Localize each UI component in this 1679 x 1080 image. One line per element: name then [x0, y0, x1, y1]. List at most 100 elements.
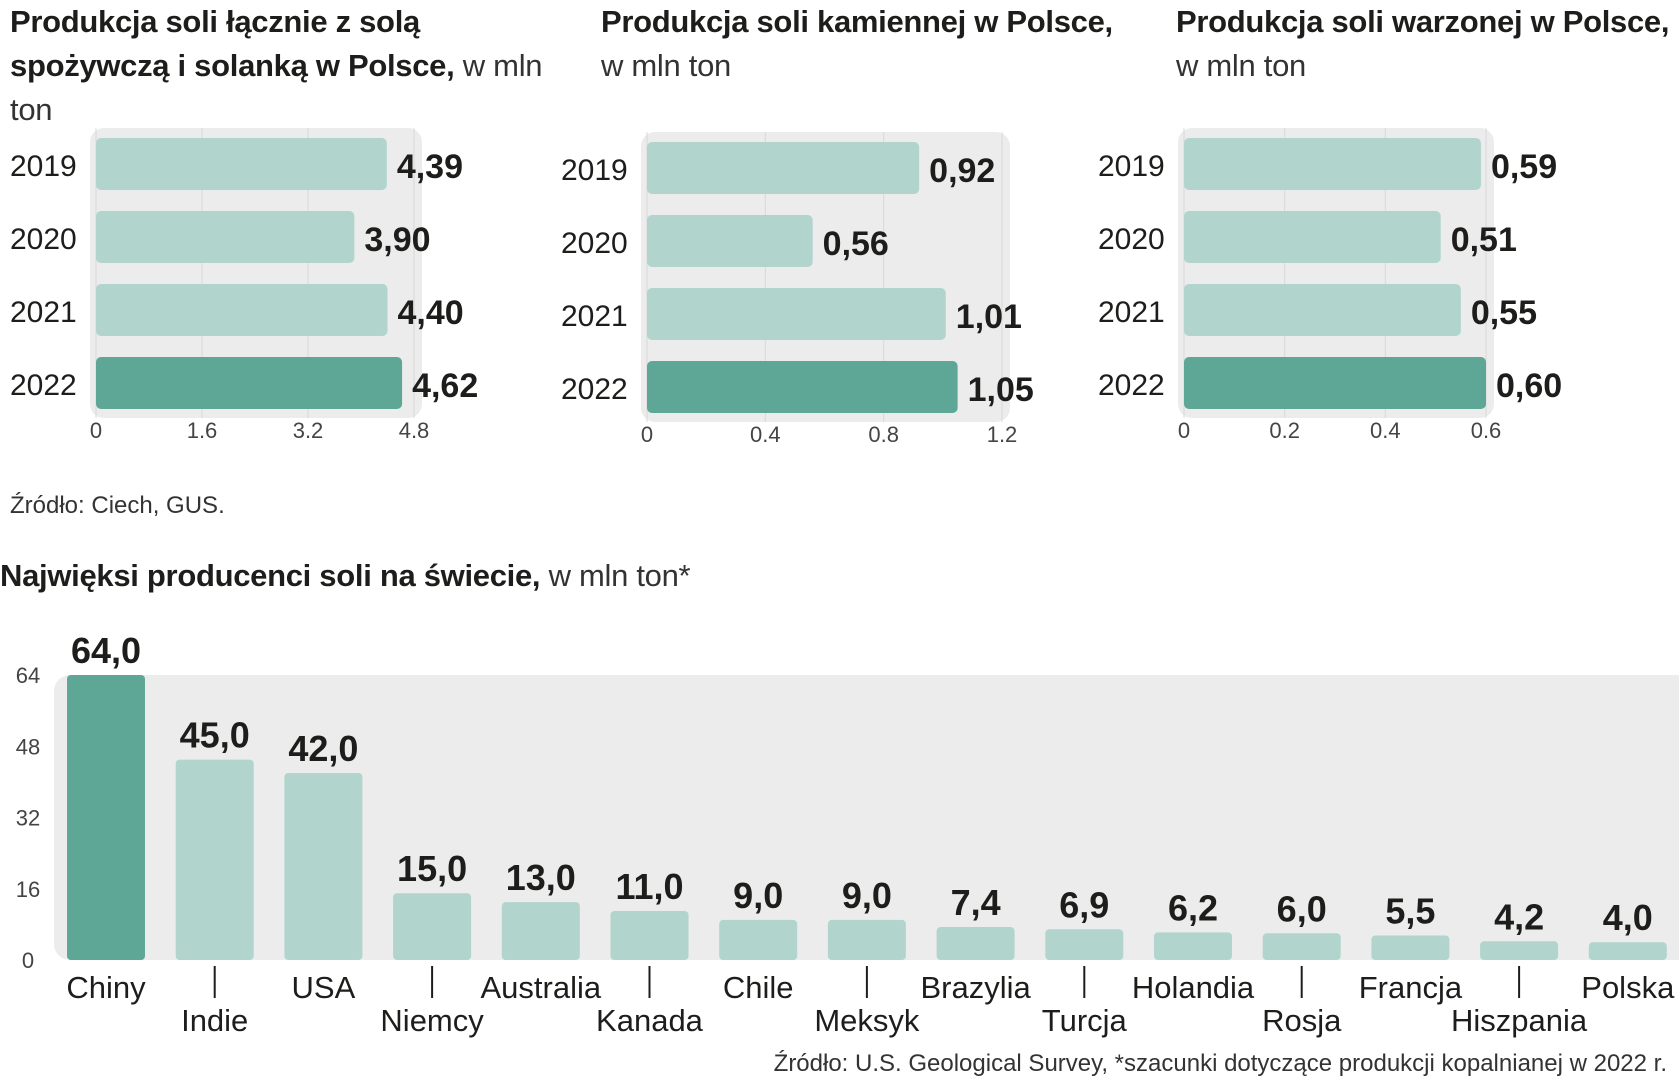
- y-tick-label: 64: [16, 663, 40, 688]
- y-tick-label: 32: [16, 806, 40, 831]
- category-label: 2021: [561, 300, 628, 333]
- value-label: 6,2: [1168, 887, 1218, 928]
- value-label: 13,0: [506, 857, 576, 898]
- category-label: Kanada: [596, 1003, 704, 1038]
- value-label: 0,55: [1471, 294, 1537, 332]
- value-label: 0,59: [1491, 148, 1557, 186]
- category-label: Polska: [1581, 970, 1675, 1005]
- category-label: Turcja: [1042, 1003, 1128, 1038]
- x-tick-label: 1.2: [987, 422, 1018, 447]
- bar: [647, 142, 920, 194]
- y-tick-label: 0: [22, 948, 34, 973]
- bar: [1184, 211, 1441, 263]
- value-label: 42,0: [288, 728, 358, 769]
- value-label: 45,0: [180, 715, 250, 756]
- category-label: USA: [292, 970, 356, 1005]
- x-tick-label: 1.6: [187, 418, 218, 443]
- plot-background: [54, 675, 1679, 960]
- category-label: Australia: [480, 970, 601, 1005]
- x-tick-label: 0.8: [868, 422, 899, 447]
- chart-title: Produkcja soli kamiennej w Polsce, w mln…: [601, 4, 1113, 83]
- bar: [1184, 284, 1461, 336]
- category-label: 2020: [1098, 223, 1165, 256]
- bar: [936, 927, 1015, 960]
- x-tick-label: 0: [641, 422, 653, 447]
- value-label: 1,05: [968, 371, 1034, 409]
- value-label: 4,62: [412, 367, 478, 405]
- bar: [175, 759, 254, 960]
- x-tick-label: 3.2: [293, 418, 324, 443]
- x-tick-label: 0: [90, 418, 102, 443]
- source-note-poland: Źródło: Ciech, GUS.: [10, 492, 225, 519]
- category-label: 2022: [1098, 369, 1165, 402]
- bar: [1480, 941, 1559, 960]
- bar: [1371, 935, 1450, 960]
- category-label: 2019: [10, 150, 77, 183]
- x-tick-label: 0: [1178, 418, 1190, 443]
- category-label: Meksyk: [814, 1003, 920, 1038]
- value-label: 64,0: [71, 630, 141, 671]
- x-tick-label: 0.4: [1370, 418, 1401, 443]
- plot-background: [641, 132, 1010, 422]
- value-label: 0,51: [1451, 221, 1517, 259]
- value-label: 9,0: [733, 875, 783, 916]
- value-label: 5,5: [1385, 891, 1435, 932]
- value-label: 11,0: [615, 866, 683, 907]
- bar: [1045, 929, 1124, 960]
- category-label: 2019: [1098, 150, 1165, 183]
- value-label: 15,0: [397, 848, 467, 889]
- y-tick-label: 16: [16, 877, 40, 902]
- category-label: Chile: [723, 970, 794, 1005]
- bar: [284, 772, 363, 960]
- y-tick-label: 48: [16, 734, 40, 759]
- category-label: Holandia: [1132, 970, 1255, 1005]
- category-label: Niemcy: [380, 1003, 484, 1038]
- bar: [827, 919, 906, 960]
- source-note-world: Źródło: U.S. Geological Survey, *szacunk…: [773, 1050, 1667, 1077]
- bar: [1184, 138, 1481, 190]
- category-label: Hiszpania: [1451, 1003, 1588, 1038]
- plot-background: [1178, 128, 1494, 418]
- value-label: 0,92: [929, 152, 995, 190]
- category-label: 2020: [561, 227, 628, 260]
- category-label: Rosja: [1262, 1003, 1342, 1038]
- bar: [96, 284, 388, 336]
- category-label: 2021: [1098, 296, 1165, 329]
- category-label: Indie: [181, 1003, 248, 1038]
- value-label: 6,9: [1059, 884, 1109, 925]
- category-label: Francja: [1359, 970, 1463, 1005]
- category-label: Brazylia: [920, 970, 1031, 1005]
- bar: [1588, 942, 1667, 960]
- bar-chart: 0 0.2 0.4 0.6 2019 0,59 2020 0,51 2021 0,55 2022 0,…: [1098, 128, 1562, 443]
- world-chart-title: Najwięksi producenci soli na świecie, w …: [0, 558, 691, 593]
- bar-chart: 0 1.6 3.2 4.8 2019 4,39 2020 3,90 2021 4,40 2022 4,…: [10, 128, 478, 443]
- value-label: 4,39: [397, 148, 463, 186]
- category-label: 2022: [561, 373, 628, 406]
- bar: [647, 215, 813, 267]
- bar: [1262, 933, 1341, 960]
- bar: [67, 675, 145, 960]
- category-label: 2019: [561, 154, 628, 187]
- x-tick-label: 0.6: [1471, 418, 1502, 443]
- bar: [647, 288, 946, 340]
- bar: [96, 138, 387, 190]
- bar: [393, 893, 472, 960]
- value-label: 4,40: [398, 294, 464, 332]
- bar: [719, 919, 798, 960]
- plot-background: [90, 128, 422, 418]
- value-label: 9,0: [842, 875, 892, 916]
- value-label: 0,60: [1496, 367, 1562, 405]
- x-tick-label: 0.4: [750, 422, 781, 447]
- x-tick-label: 0.2: [1269, 418, 1300, 443]
- chart-title: Produkcja soli warzonej w Polsce, w mln …: [1176, 4, 1670, 83]
- chart-title: Produkcja soli łącznie z solą spożywczą …: [10, 4, 543, 127]
- bar: [501, 902, 580, 960]
- bar: [610, 911, 689, 960]
- category-label: 2020: [10, 223, 77, 256]
- value-label: 6,0: [1277, 888, 1327, 929]
- bar: [1154, 932, 1232, 960]
- x-tick-label: 4.8: [399, 418, 430, 443]
- value-label: 3,90: [364, 221, 430, 259]
- value-label: 4,2: [1494, 896, 1544, 937]
- bar-chart: 0 0.4 0.8 1.2 2019 0,92 2020 0,56 2021 1,01 2022 1,…: [561, 132, 1034, 447]
